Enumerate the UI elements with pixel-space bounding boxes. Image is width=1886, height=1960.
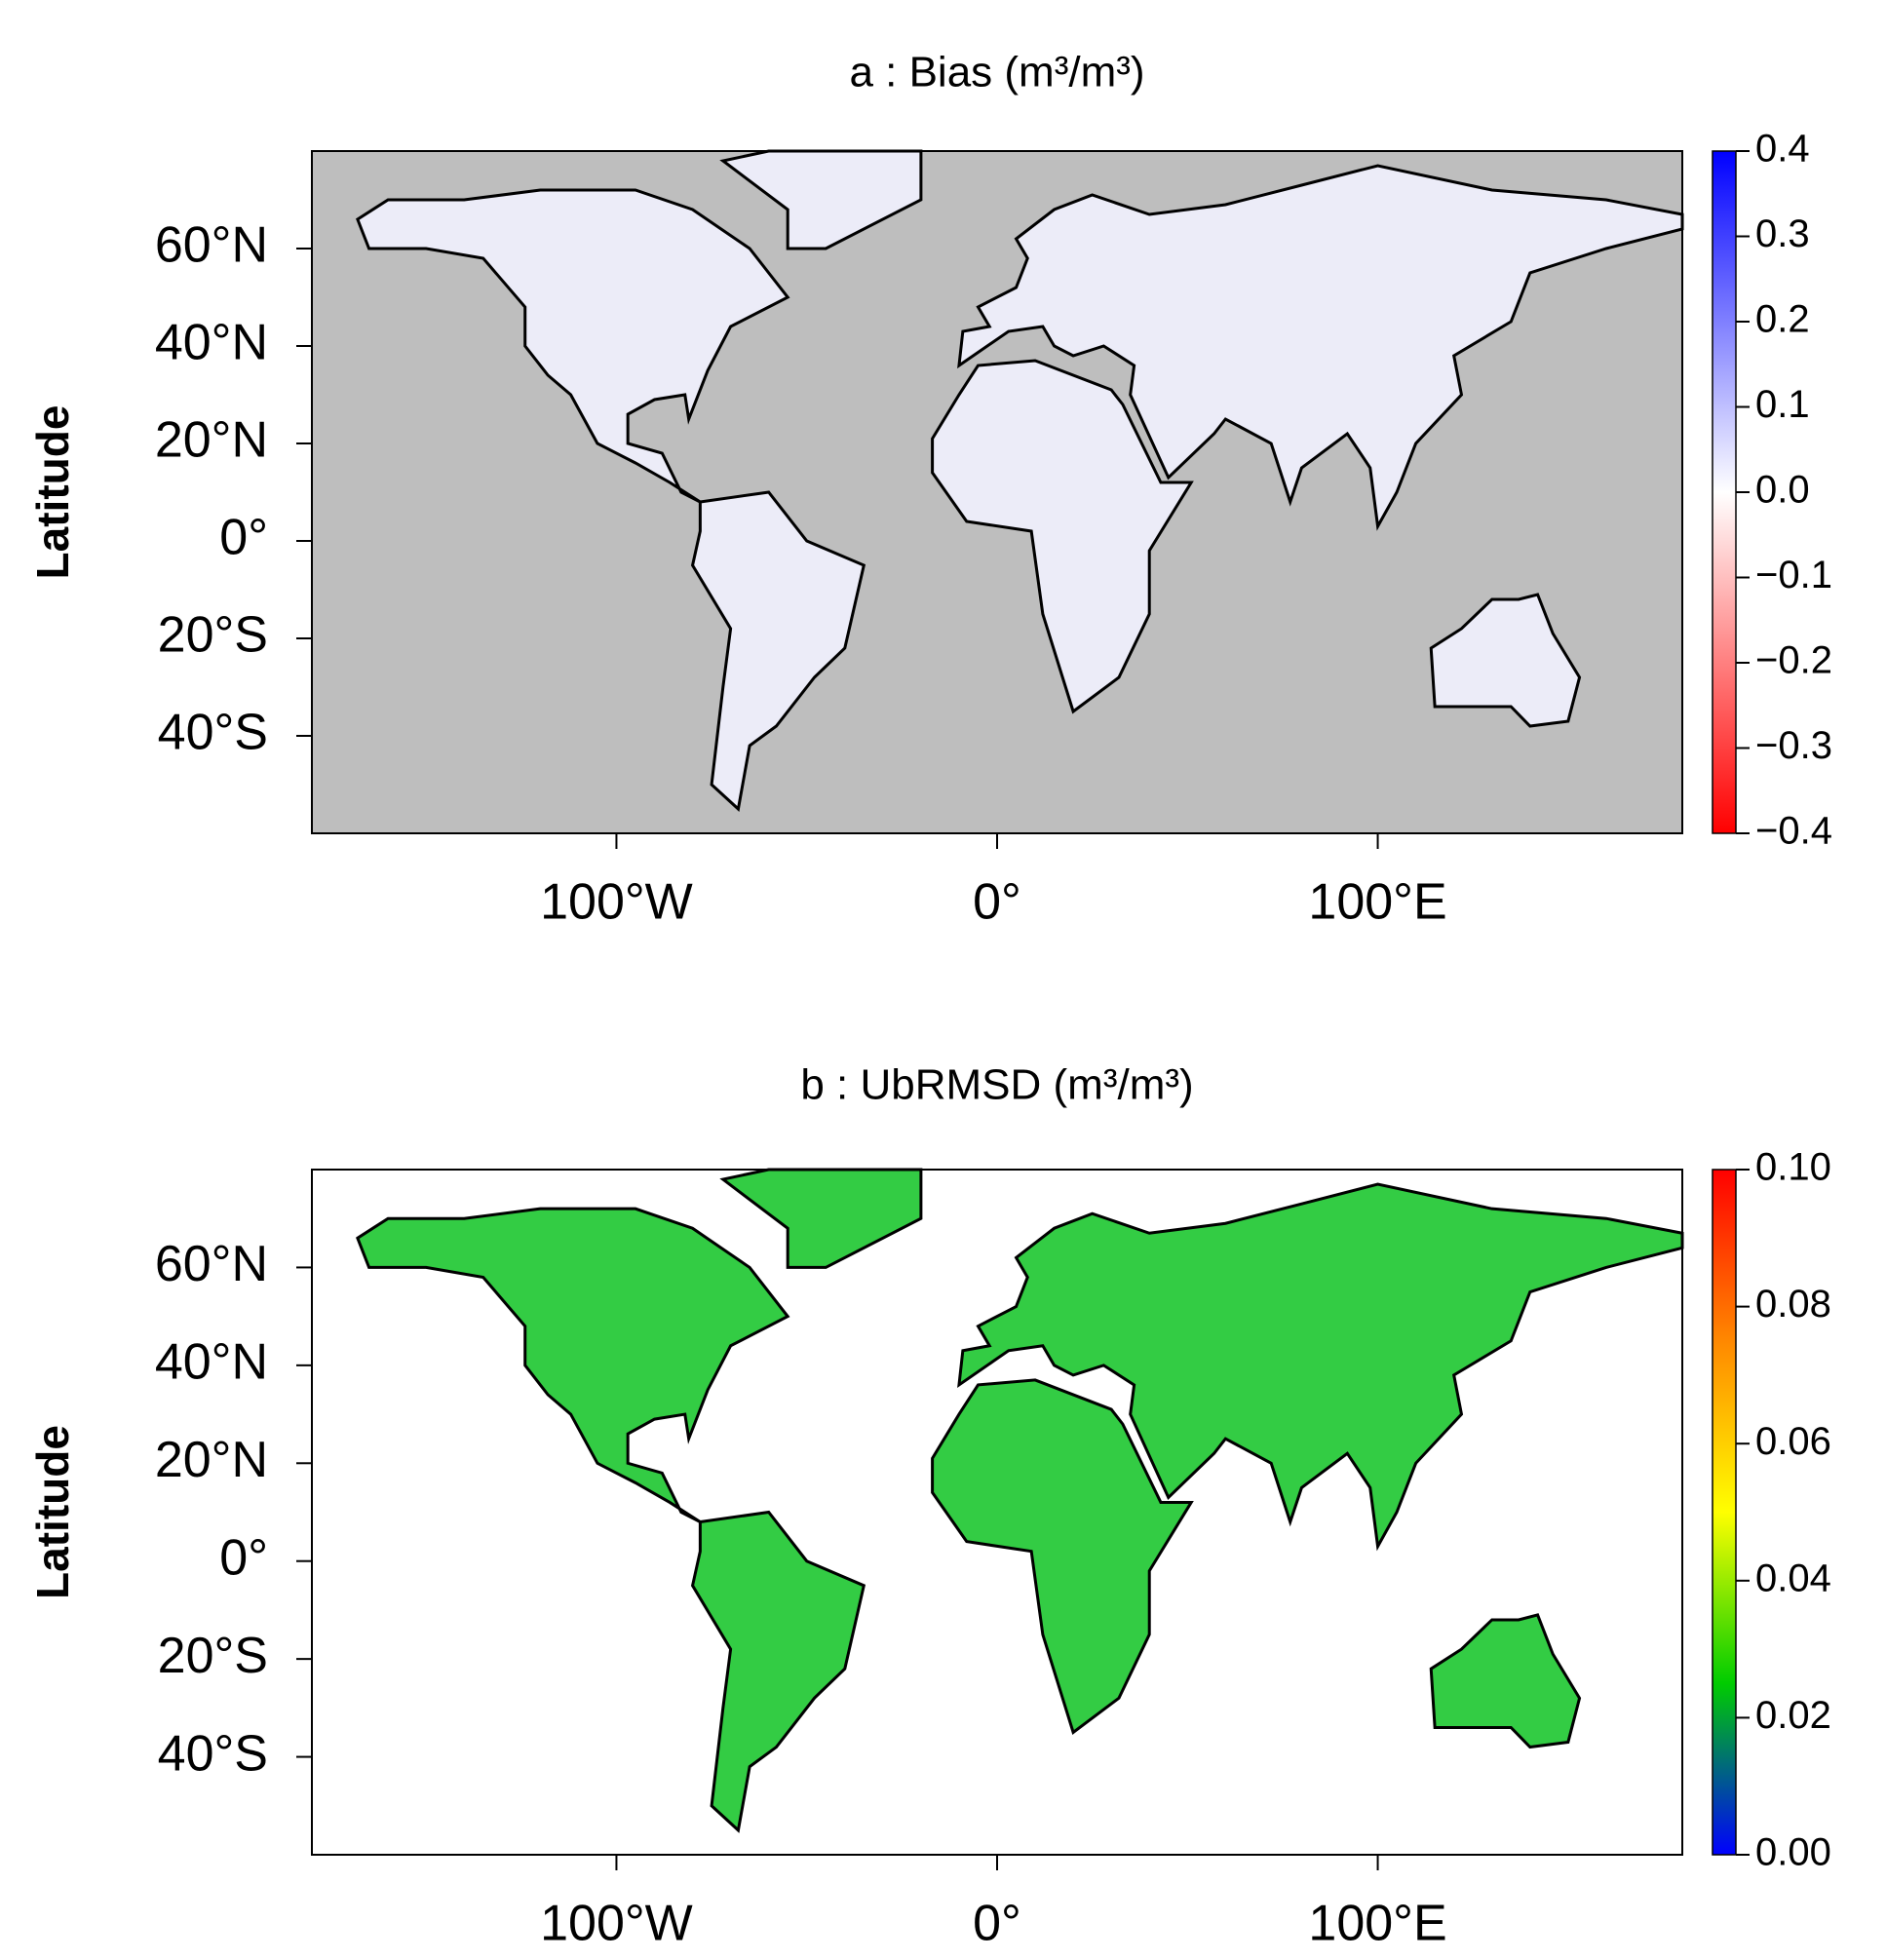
land [1429, 593, 1582, 728]
land [957, 1182, 1684, 1552]
colorbar-tick-label: −0.4 [1755, 810, 1832, 853]
colorbar-tick-label: −0.3 [1755, 724, 1832, 767]
colorbar-tick-label: 0.08 [1755, 1283, 1831, 1326]
x-tick-label: 100°W [540, 1896, 693, 1952]
x-tick-label: 100°E [1308, 874, 1446, 931]
y-tick-label: 40°S [158, 705, 268, 761]
x-tick-label: 100°E [1308, 1896, 1446, 1952]
y-tick-label: 0° [219, 510, 268, 566]
colorbar-tick-label: −0.1 [1755, 554, 1832, 596]
y-tick-label: 40°N [155, 1334, 268, 1391]
colorbar-tick-label: −0.2 [1755, 639, 1832, 682]
land [931, 1378, 1194, 1735]
y-tick-label: 0° [219, 1529, 268, 1586]
land [957, 164, 1684, 531]
x-tick-label: 0° [973, 1896, 1021, 1952]
land [690, 1510, 866, 1833]
colorbar-tick-label: 0.3 [1755, 212, 1810, 255]
land [1429, 1613, 1582, 1749]
colorbar-tick-label: 0.06 [1755, 1420, 1831, 1463]
x-tick-label: 100°W [540, 874, 693, 931]
y-tick-label: 60°N [155, 217, 268, 274]
land [356, 1207, 790, 1523]
colorbar-tick-label: 0.2 [1755, 298, 1810, 341]
y-tick-label: 40°N [155, 315, 268, 371]
y-axis-label: Latitude [27, 1425, 78, 1599]
colorbar-tick-label: 0.1 [1755, 383, 1810, 426]
colorbar [1712, 150, 1737, 834]
colorbar-tick-label: 0.00 [1755, 1831, 1831, 1874]
colorbar-tick-label: 0.4 [1755, 128, 1810, 171]
colorbar-tick-label: 0.04 [1755, 1556, 1831, 1599]
colorbar [1712, 1169, 1737, 1856]
colorbar-tick-label: 0.0 [1755, 469, 1810, 512]
panel-title: b : UbRMSD (m³/m³) [800, 1061, 1193, 1109]
y-tick-label: 20°S [158, 607, 268, 664]
y-tick-label: 60°N [155, 1236, 268, 1292]
x-tick-label: 0° [973, 874, 1021, 931]
y-tick-label: 20°N [155, 1432, 268, 1488]
colorbar-tick-label: 0.02 [1755, 1694, 1831, 1737]
land [356, 188, 790, 504]
land [931, 359, 1194, 714]
panel-title: a : Bias (m³/m³) [849, 49, 1144, 96]
colorbar-tick-label: 0.10 [1755, 1146, 1831, 1189]
y-tick-label: 20°S [158, 1628, 268, 1684]
y-tick-label: 40°S [158, 1725, 268, 1782]
y-tick-label: 20°N [155, 412, 268, 469]
y-axis-label: Latitude [27, 405, 78, 580]
land [690, 490, 866, 812]
